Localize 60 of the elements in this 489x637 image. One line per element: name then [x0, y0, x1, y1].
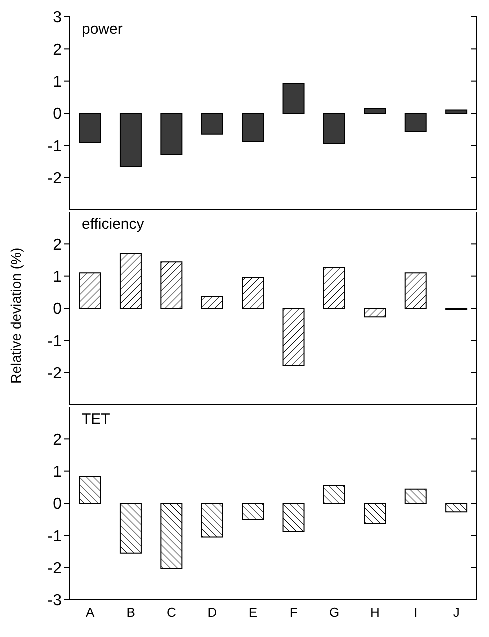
chart-title: power [82, 21, 123, 38]
x-tick-label: C [167, 605, 176, 620]
bar [120, 503, 142, 554]
y-tick-label: 0 [53, 106, 62, 124]
x-tick-label: E [248, 605, 258, 620]
y-tick-label: 2 [53, 432, 62, 449]
bar [364, 108, 386, 114]
bar [446, 110, 468, 114]
bar [242, 277, 264, 309]
bar [364, 503, 386, 524]
bar [282, 503, 305, 532]
bar [160, 113, 183, 156]
y-tick-label: 0 [53, 301, 62, 318]
bar [242, 503, 264, 520]
bar [201, 503, 224, 538]
y-tick-label: -1 [48, 528, 62, 546]
bar [242, 113, 264, 142]
bar [79, 113, 102, 143]
bar [404, 488, 427, 504]
x-tick-label: I [414, 605, 418, 620]
y-tick-label: 1 [53, 464, 62, 482]
y-tick-label: 2 [53, 42, 62, 59]
x-tick-label: G [329, 605, 340, 620]
y-axis-title: Relative deviation (%) [8, 246, 24, 386]
bar [446, 503, 468, 513]
x-tick-label: B [126, 605, 136, 620]
bar [404, 272, 427, 309]
x-tick-label: J [453, 605, 460, 620]
bar [120, 253, 142, 309]
bar [323, 485, 346, 504]
y-tick-label: 0 [53, 496, 62, 514]
bar [79, 272, 102, 309]
chart-title: TET [82, 411, 110, 428]
y-tick-label: -1 [48, 333, 62, 350]
bar [160, 262, 183, 309]
bar [120, 113, 142, 168]
y-tick-label: 3 [53, 10, 62, 27]
x-tick-label: A [86, 605, 96, 620]
bar [364, 308, 386, 318]
y-tick-label: 1 [53, 74, 62, 92]
y-tick-label: 1 [53, 269, 62, 286]
y-tick-label: -3 [48, 592, 62, 610]
x-tick-label: H [370, 605, 380, 620]
bar [282, 308, 305, 366]
bar [79, 476, 102, 504]
bar [404, 113, 427, 132]
x-tick-label: F [290, 605, 298, 620]
y-tick-label: -2 [48, 366, 62, 383]
chart-title: efficiency [82, 216, 144, 233]
y-tick-label: 2 [53, 236, 62, 254]
bar [160, 503, 183, 569]
y-tick-label: -2 [48, 560, 62, 578]
bar [282, 83, 305, 114]
bar [323, 267, 346, 309]
x-tick-label: D [208, 605, 218, 620]
y-tick-label: -1 [48, 138, 62, 156]
bar [201, 296, 224, 309]
bar [201, 113, 224, 135]
y-tick-label: -2 [48, 170, 62, 188]
bar [323, 113, 346, 145]
